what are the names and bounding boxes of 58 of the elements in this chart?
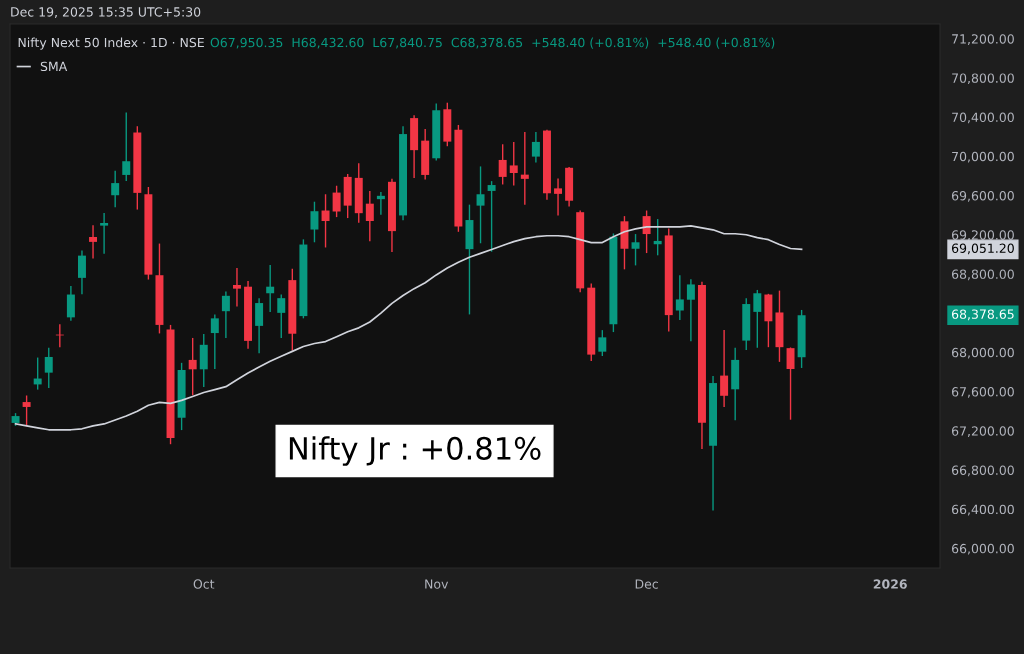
candlestick <box>332 185 341 218</box>
candlestick <box>77 249 86 295</box>
candlestick <box>277 293 286 339</box>
candlestick <box>531 131 540 164</box>
candlestick <box>266 264 275 313</box>
y-tick-label: 66,800.00 <box>951 465 1014 477</box>
candlestick <box>509 141 518 187</box>
y-tick-label: 70,000.00 <box>952 151 1014 163</box>
y-tick-label: 70,400.00 <box>952 112 1014 124</box>
candlestick <box>753 289 762 349</box>
candlestick <box>720 329 729 408</box>
annotation: O67,950.35 H68,432.60 L67,840.75 C68,378.65 +548.40 (+0.81%) +548.40 (+0.81%) <box>210 37 775 49</box>
y-tick-label: 70,800.00 <box>952 73 1014 85</box>
text: 69,051.20 <box>951 243 1014 255</box>
y-tick-label: 69,600.00 <box>951 191 1014 202</box>
candlestick <box>786 346 795 421</box>
candlestick <box>221 290 230 339</box>
candlestick <box>232 267 241 308</box>
legend-label: SMA <box>40 61 68 72</box>
x-tick-label: Oct <box>193 579 215 589</box>
candlestick <box>598 329 607 357</box>
candlestick <box>66 285 75 322</box>
candlestick <box>111 170 120 208</box>
candlestick <box>520 131 529 206</box>
candlestick <box>675 274 684 321</box>
candlestick <box>255 297 264 355</box>
y-tick-label: 69,200.00 <box>951 230 1014 241</box>
y-tick-label: 66,000.00 <box>951 543 1014 555</box>
candlestick <box>487 180 496 253</box>
candlestick <box>642 209 651 254</box>
candlestick <box>686 278 695 342</box>
candlestick <box>188 337 197 396</box>
x-tick-label: Dec <box>635 579 658 589</box>
x-tick-label: 2026 <box>873 579 907 589</box>
chart-subtitle: Dec 19, 2025 15:35 UTC+5:30 <box>11 7 201 18</box>
candlestick <box>365 190 374 243</box>
candlestick <box>100 212 109 255</box>
candlestick <box>89 224 98 260</box>
y-tick-label: 66,400.00 <box>951 504 1014 516</box>
candlestick <box>321 193 330 249</box>
text: 68,378.65 <box>951 309 1014 321</box>
candlestick <box>631 233 640 267</box>
y-tick-label: 67,200.00 <box>951 426 1014 437</box>
candlestick <box>476 165 485 244</box>
y-tick-label: 67,600.00 <box>951 387 1014 398</box>
candlestick <box>210 313 219 370</box>
candlestick <box>554 177 563 217</box>
y-tick-label: 71,200.00 <box>952 34 1014 45</box>
y-tick-label: 68,800.00 <box>951 269 1014 281</box>
annotation: Nifty Jr : +0.81% <box>289 436 541 466</box>
text: Nifty Next 50 Index · 1D · NSE <box>18 37 204 50</box>
x-tick-label: Nov <box>425 579 449 589</box>
candlestick <box>310 201 319 243</box>
candlestick <box>44 347 53 389</box>
candlestick <box>22 394 31 427</box>
y-tick-label: 68,000.00 <box>951 347 1014 359</box>
candlestick <box>122 111 131 182</box>
candlestick <box>498 143 507 186</box>
